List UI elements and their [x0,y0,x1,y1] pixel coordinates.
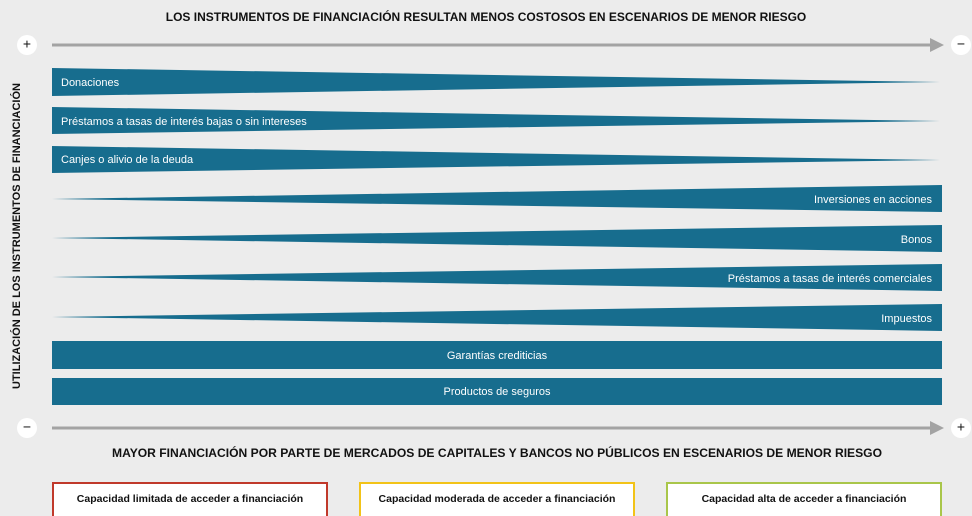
bar-label: Préstamos a tasas de interés bajas o sin… [61,116,307,128]
arrow-head [930,38,944,52]
sign-circle [951,418,971,438]
capacity-box [359,482,635,516]
bar-label: Impuestos [881,313,932,325]
sign-circle [951,35,971,55]
bar-label: Donaciones [61,77,120,89]
bar-label: Inversiones en acciones [814,194,933,206]
arrow-head [930,421,944,435]
capacity-box [52,482,328,516]
top-title: LOS INSTRUMENTOS DE FINANCIACIÓN RESULTA… [166,9,807,24]
bar [52,225,942,252]
bar-label: Canjes o alivio de la deuda [61,154,194,166]
sign-circle [17,418,37,438]
capacity-label: Capacidad limitada de acceder a financia… [77,493,303,505]
sign-circle [17,35,37,55]
bar-label: Préstamos a tasas de interés comerciales [728,273,933,285]
bar [52,107,940,134]
bar [52,378,942,405]
bar-label: Productos de seguros [443,386,551,398]
sign: + [23,36,31,52]
capacity-box [666,482,942,516]
bar [52,341,942,369]
bar [52,185,942,212]
bar [52,264,942,291]
bar-label: Bonos [901,234,933,246]
bar-label: Garantías crediticias [447,350,548,362]
bar [52,146,940,173]
capacity-label: Capacidad moderada de acceder a financia… [379,493,616,505]
sign: − [23,419,31,435]
sign: + [957,419,965,435]
capacity-label: Capacidad alta de acceder a financiación [702,493,907,505]
sign: − [957,36,965,52]
bottom-title: MAYOR FINANCIACIÓN POR PARTE DE MERCADOS… [112,447,882,460]
bar [52,304,942,331]
vertical-label: UTILIZACIÓN DE LOS INSTRUMENTOS DE FINAN… [10,83,23,389]
bar [52,68,940,96]
